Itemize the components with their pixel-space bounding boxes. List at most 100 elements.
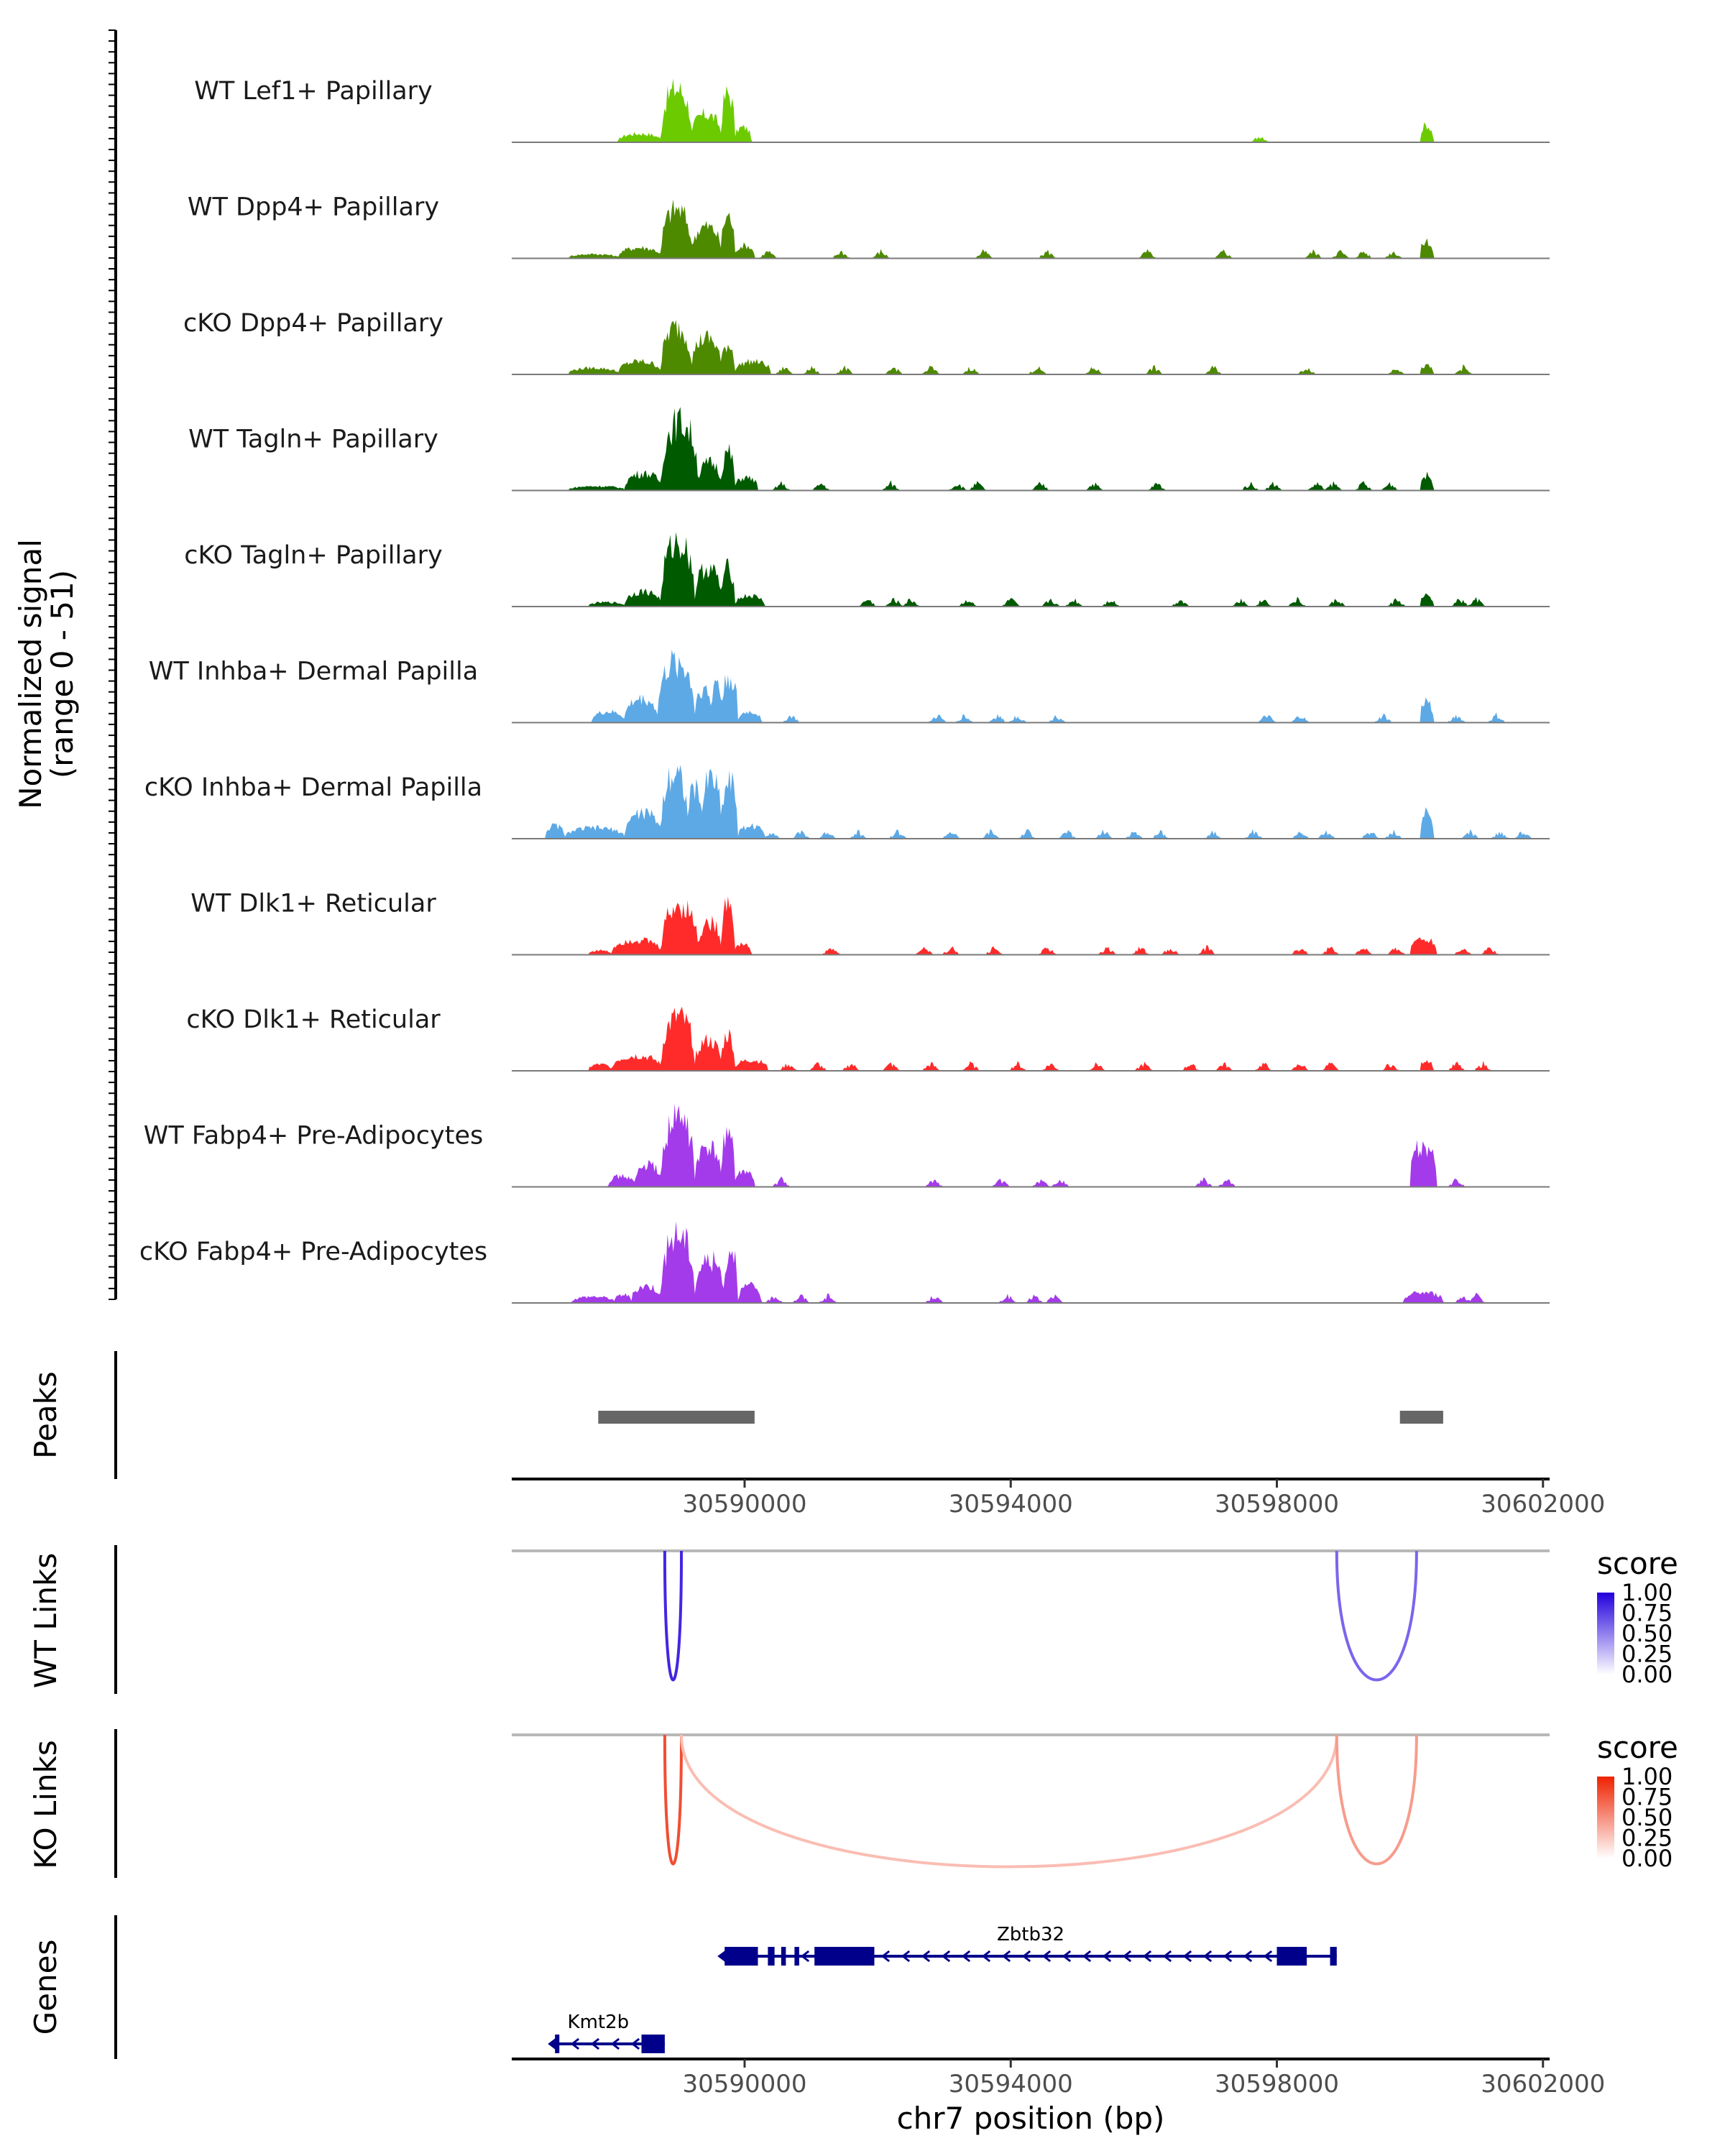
coverage-area xyxy=(512,650,1550,723)
wt-links-arc xyxy=(1335,1550,1418,1682)
track-label: cKO Tagln+ Papillary xyxy=(184,541,443,570)
coverage-y-label-line2: (range 0 - 51) xyxy=(45,570,80,778)
strand-arrow xyxy=(1142,1950,1152,1963)
track-label: WT Dlk1+ Reticular xyxy=(190,890,436,918)
wt-links-legend-tick-label: 0.00 xyxy=(1622,1661,1673,1688)
coverage-area xyxy=(512,407,1550,491)
coverage-area xyxy=(512,199,1550,259)
strand-arrow xyxy=(941,1950,951,1963)
peaks-x-tick-label: 30598000 xyxy=(1215,1490,1339,1519)
peaks-label: Peaks xyxy=(28,1371,63,1459)
ko-links-legend-tick-label: 1.00 xyxy=(1622,1763,1673,1790)
gene-name: Zbtb32 xyxy=(997,1924,1064,1945)
peak-bar xyxy=(598,1411,755,1424)
ko-links-legend-tick-label: 0.50 xyxy=(1622,1804,1673,1831)
wt-links-legend-tick-label: 0.75 xyxy=(1622,1600,1673,1627)
peaks-x-tick-label: 30590000 xyxy=(682,1490,806,1519)
x-axis-title: chr7 position (bp) xyxy=(897,2101,1165,2136)
ko-links-arc xyxy=(680,1734,1338,1869)
gene-name: Kmt2b xyxy=(568,2012,630,2033)
ko-links-legend-tick-label: 0.25 xyxy=(1622,1825,1673,1852)
strand-arrow xyxy=(1021,1950,1031,1963)
strand-arrow xyxy=(1263,1950,1273,1963)
coverage-y-label-line1: Normalized signal xyxy=(13,539,48,809)
coverage-area xyxy=(512,1103,1550,1187)
ko-links-arc xyxy=(663,1734,684,1866)
strand-arrow xyxy=(1102,1950,1112,1963)
exon-block xyxy=(794,1947,799,1966)
exon-block xyxy=(641,2035,665,2053)
genes-label: Genes xyxy=(28,1940,63,2035)
peaks-x-tick-label: 30602000 xyxy=(1481,1490,1605,1519)
wt-links-label: WT Links xyxy=(28,1553,63,1688)
exon-block xyxy=(1330,1947,1337,1966)
track-label: WT Inhba+ Dermal Papilla xyxy=(149,658,478,686)
strand-arrow xyxy=(1182,1950,1192,1963)
track-label: WT Lef1+ Papillary xyxy=(194,77,433,106)
strand-arrow xyxy=(590,2037,600,2050)
ko-links-legend-colorbar xyxy=(1597,1777,1614,1858)
coverage-area xyxy=(512,765,1550,839)
strand-arrow xyxy=(570,2037,580,2050)
exon-block xyxy=(768,1947,775,1966)
coverage-area xyxy=(512,78,1550,142)
exon-block xyxy=(1276,1947,1307,1966)
exon-block xyxy=(724,1947,758,1966)
strand-arrow xyxy=(1122,1950,1132,1963)
strand-arrow xyxy=(800,1950,810,1963)
coverage-area xyxy=(512,1006,1550,1071)
peaks-x-tick-label: 30594000 xyxy=(949,1490,1073,1519)
strand-arrow xyxy=(1082,1950,1092,1963)
peak-bar xyxy=(1399,1411,1443,1424)
track-label: cKO Fabp4+ Pre-Adipocytes xyxy=(139,1238,487,1266)
track-label: WT Fabp4+ Pre-Adipocytes xyxy=(144,1122,483,1151)
genes-x-tick-label: 30602000 xyxy=(1481,2070,1605,2099)
coverage-area xyxy=(512,1221,1550,1303)
strand-arrow xyxy=(610,2037,620,2050)
ko-links-legend-tick-label: 0.75 xyxy=(1622,1784,1673,1811)
wt-links-arc xyxy=(663,1550,684,1682)
strand-arrow xyxy=(630,2037,640,2050)
ko-links-legend-title: score xyxy=(1597,1730,1678,1765)
ko-links-arc xyxy=(1335,1734,1418,1866)
track-label: WT Dpp4+ Papillary xyxy=(188,193,439,222)
strand-arrow xyxy=(981,1950,991,1963)
genes-x-tick-label: 30598000 xyxy=(1215,2070,1339,2099)
strand-arrow xyxy=(1223,1950,1233,1963)
exon-block xyxy=(814,1947,875,1966)
coverage-area xyxy=(512,896,1550,955)
wt-links-legend-colorbar xyxy=(1597,1593,1614,1674)
wt-links-legend-title: score xyxy=(1597,1546,1678,1581)
wt-links-legend-tick-label: 0.25 xyxy=(1622,1641,1673,1668)
genes-panel: Genes Zbtb32 Kmt2b 30590000 30594000 30598000… xyxy=(28,1915,1605,2136)
strand-arrow xyxy=(1041,1950,1052,1963)
peaks-panel: Peaks 30590000 30594000 30598000 30602000 xyxy=(28,1351,1605,1519)
coverage-panel: Normalized signal(range 0 - 51) WT Lef1+ … xyxy=(13,29,1550,1304)
wt-links-legend-tick-label: 1.00 xyxy=(1622,1579,1673,1606)
strand-arrow xyxy=(880,1950,891,1963)
track-label: cKO Dlk1+ Reticular xyxy=(186,1005,441,1034)
genes-x-tick-label: 30590000 xyxy=(682,2070,806,2099)
coverage-y-label: Normalized signal(range 0 - 51) xyxy=(13,539,80,809)
track-label: cKO Inhba+ Dermal Papilla xyxy=(144,773,482,802)
gene-start-arrow xyxy=(548,2035,560,2053)
exon-block xyxy=(781,1947,786,1966)
strand-arrow xyxy=(1162,1950,1172,1963)
ko-links-legend-tick-label: 0.00 xyxy=(1622,1845,1673,1872)
track-label: WT Tagln+ Papillary xyxy=(188,425,438,454)
track-label: cKO Dpp4+ Papillary xyxy=(183,309,443,338)
gene-start-arrow xyxy=(717,1948,730,1965)
strand-arrow xyxy=(961,1950,971,1963)
strand-arrow xyxy=(1062,1950,1072,1963)
genes-x-tick-label: 30594000 xyxy=(949,2070,1073,2099)
ko-links-label: KO Links xyxy=(28,1740,63,1869)
coverage-area xyxy=(512,532,1550,607)
wt-links-legend-tick-label: 0.50 xyxy=(1622,1620,1673,1647)
strand-arrow xyxy=(1001,1950,1011,1963)
coverage-area xyxy=(512,320,1550,374)
strand-arrow xyxy=(901,1950,911,1963)
strand-arrow xyxy=(921,1950,931,1963)
